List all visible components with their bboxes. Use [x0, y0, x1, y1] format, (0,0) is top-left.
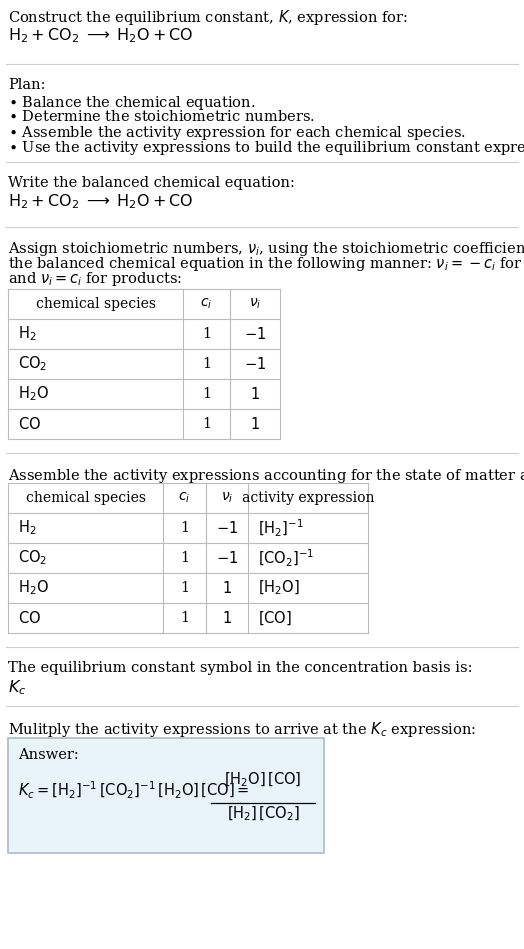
Text: $\mathrm{H_2 + CO_2 \;\longrightarrow\; H_2O + CO}$: $\mathrm{H_2 + CO_2 \;\longrightarrow\; … [8, 26, 193, 45]
Text: $\mathrm{H_2}$: $\mathrm{H_2}$ [18, 325, 37, 344]
Text: $[\mathrm{CO}]$: $[\mathrm{CO}]$ [258, 609, 292, 626]
Text: 1: 1 [180, 521, 189, 535]
Text: $\bullet$ Use the activity expressions to build the equilibrium constant express: $\bullet$ Use the activity expressions t… [8, 139, 524, 157]
Text: Answer:: Answer: [18, 748, 79, 762]
Text: $\mathrm{H_2 + CO_2 \;\longrightarrow\; H_2O + CO}$: $\mathrm{H_2 + CO_2 \;\longrightarrow\; … [8, 192, 193, 211]
Text: $\nu_i$: $\nu_i$ [221, 491, 233, 505]
Text: 1: 1 [202, 327, 211, 341]
Text: Write the balanced chemical equation:: Write the balanced chemical equation: [8, 176, 295, 190]
Text: 1: 1 [180, 581, 189, 595]
Text: and $\nu_i = c_i$ for products:: and $\nu_i = c_i$ for products: [8, 270, 182, 288]
Text: $1$: $1$ [250, 386, 260, 402]
Text: $c_i$: $c_i$ [200, 297, 213, 311]
Text: Construct the equilibrium constant, $K$, expression for:: Construct the equilibrium constant, $K$,… [8, 8, 408, 27]
Text: $\nu_i$: $\nu_i$ [249, 297, 261, 311]
FancyBboxPatch shape [8, 738, 324, 853]
Text: $\mathrm{CO_2}$: $\mathrm{CO_2}$ [18, 355, 47, 373]
Text: $[\mathrm{H_2O}]$: $[\mathrm{H_2O}]$ [258, 579, 300, 597]
Text: 1: 1 [180, 551, 189, 565]
Text: $1$: $1$ [222, 610, 232, 626]
Text: chemical species: chemical species [26, 491, 146, 505]
Text: Assign stoichiometric numbers, $\nu_i$, using the stoichiometric coefficients, $: Assign stoichiometric numbers, $\nu_i$, … [8, 240, 524, 258]
Text: $1$: $1$ [250, 416, 260, 432]
Text: $\bullet$ Determine the stoichiometric numbers.: $\bullet$ Determine the stoichiometric n… [8, 109, 315, 124]
Text: $\mathrm{CO}$: $\mathrm{CO}$ [18, 416, 41, 432]
Text: $-1$: $-1$ [216, 520, 238, 536]
Text: Mulitply the activity expressions to arrive at the $K_c$ expression:: Mulitply the activity expressions to arr… [8, 720, 476, 739]
Text: $\mathrm{H_2}$: $\mathrm{H_2}$ [18, 519, 37, 537]
Text: $[\mathrm{CO_2}]^{-1}$: $[\mathrm{CO_2}]^{-1}$ [258, 548, 314, 568]
Text: $K_c = [\mathrm{H_2}]^{-1}\,[\mathrm{CO_2}]^{-1}\,[\mathrm{H_2O}]\,[\mathrm{CO}]: $K_c = [\mathrm{H_2}]^{-1}\,[\mathrm{CO_… [18, 780, 249, 801]
Text: $\mathrm{H_2O}$: $\mathrm{H_2O}$ [18, 384, 49, 403]
Text: activity expression: activity expression [242, 491, 374, 505]
Text: 1: 1 [180, 611, 189, 625]
Text: the balanced chemical equation in the following manner: $\nu_i = -c_i$ for react: the balanced chemical equation in the fo… [8, 255, 524, 273]
Text: $\mathrm{H_2O}$: $\mathrm{H_2O}$ [18, 579, 49, 597]
Text: Plan:: Plan: [8, 78, 46, 92]
Text: 1: 1 [202, 417, 211, 431]
Text: chemical species: chemical species [36, 297, 156, 311]
Text: $-1$: $-1$ [216, 550, 238, 566]
Text: $c_i$: $c_i$ [178, 491, 191, 505]
Text: $-1$: $-1$ [244, 356, 266, 372]
Text: $[\mathrm{H_2O}]\,[\mathrm{CO}]$: $[\mathrm{H_2O}]\,[\mathrm{CO}]$ [224, 771, 302, 789]
Text: 1: 1 [202, 387, 211, 401]
Text: $[\mathrm{H_2}]^{-1}$: $[\mathrm{H_2}]^{-1}$ [258, 517, 304, 538]
Text: $\bullet$ Balance the chemical equation.: $\bullet$ Balance the chemical equation. [8, 94, 255, 112]
Text: $\mathrm{CO}$: $\mathrm{CO}$ [18, 610, 41, 626]
Text: Assemble the activity expressions accounting for the state of matter and $\nu_i$: Assemble the activity expressions accoun… [8, 467, 524, 485]
Text: 1: 1 [202, 357, 211, 371]
Text: $-1$: $-1$ [244, 326, 266, 342]
Text: $K_c$: $K_c$ [8, 678, 26, 697]
Text: $\mathrm{CO_2}$: $\mathrm{CO_2}$ [18, 549, 47, 568]
Text: The equilibrium constant symbol in the concentration basis is:: The equilibrium constant symbol in the c… [8, 661, 473, 675]
Text: $\bullet$ Assemble the activity expression for each chemical species.: $\bullet$ Assemble the activity expressi… [8, 124, 466, 142]
Text: $[\mathrm{H_2}]\,[\mathrm{CO_2}]$: $[\mathrm{H_2}]\,[\mathrm{CO_2}]$ [226, 805, 300, 824]
Text: $1$: $1$ [222, 580, 232, 596]
